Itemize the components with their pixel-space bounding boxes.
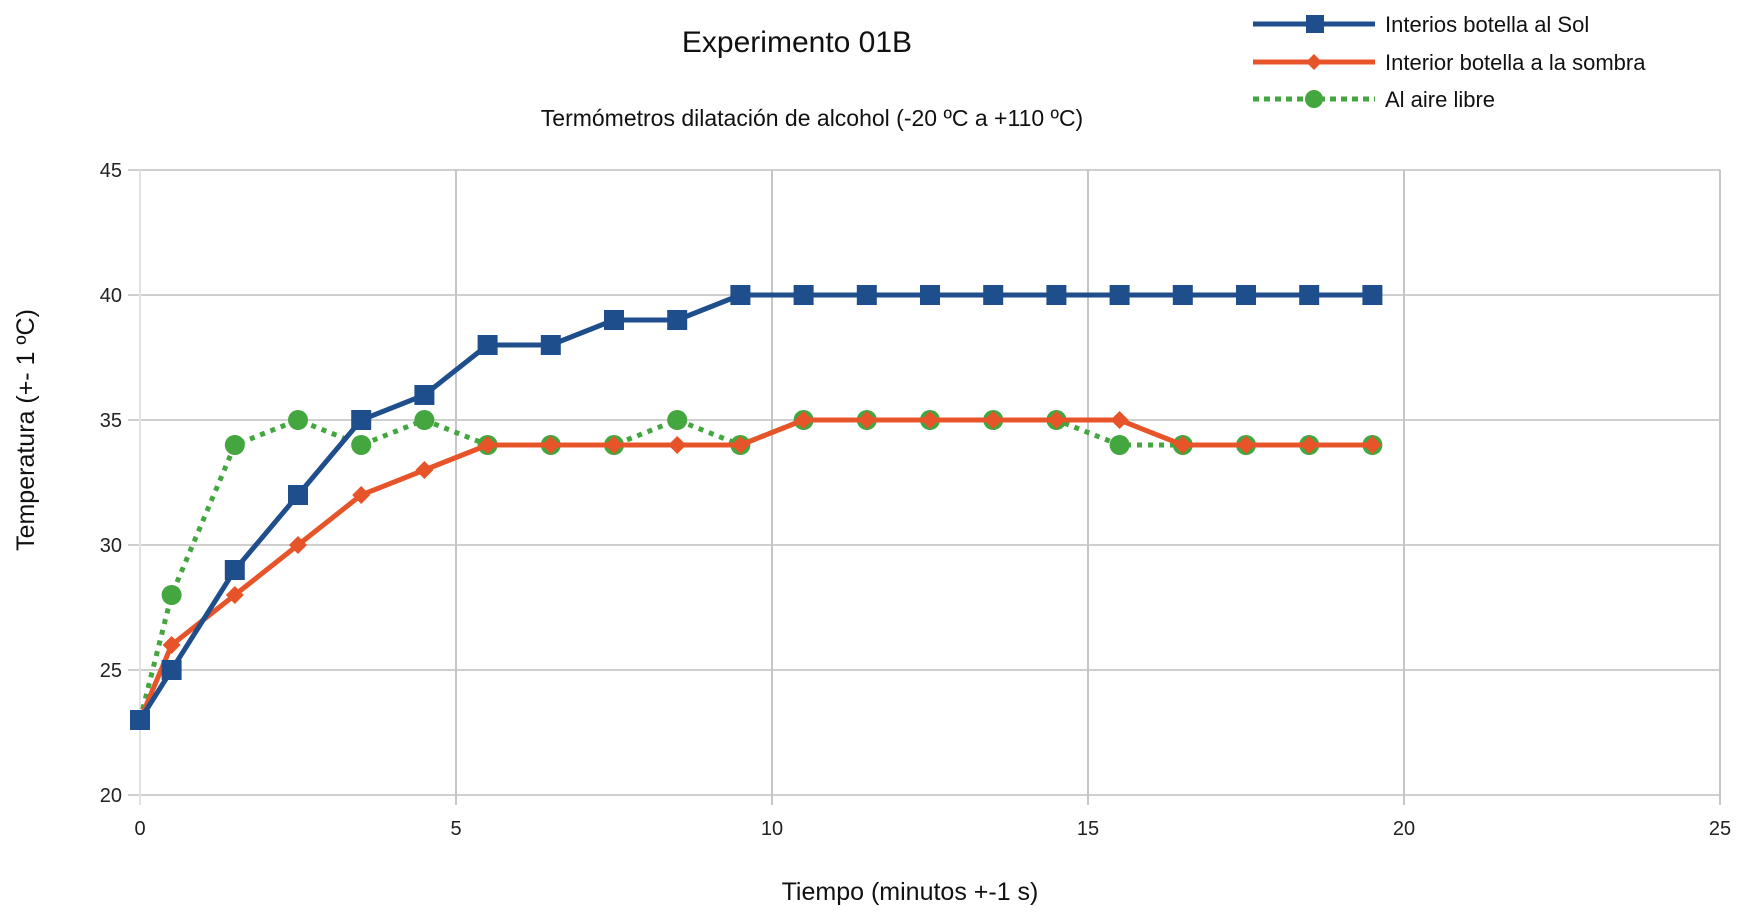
data-point xyxy=(667,310,688,330)
data-point xyxy=(1110,411,1129,429)
chart-subtitle: Termómetros dilatación de alcohol (-20 º… xyxy=(541,105,1083,131)
y-tick-label: 30 xyxy=(100,535,122,557)
data-point xyxy=(224,560,245,580)
data-point xyxy=(414,385,435,405)
data-point xyxy=(1172,285,1193,305)
data-point xyxy=(352,486,371,504)
data-point xyxy=(1237,436,1255,454)
data-point xyxy=(983,285,1004,305)
data-point xyxy=(1173,436,1192,454)
data-point xyxy=(540,335,561,355)
data-point xyxy=(668,436,687,454)
chart-title: Experimento 01B xyxy=(682,26,912,59)
y-axis-ticks: 20 25 30 35 40 45 xyxy=(100,160,122,807)
legend-circle-marker-icon xyxy=(1305,90,1323,108)
data-point xyxy=(478,436,497,454)
data-point xyxy=(415,461,434,479)
legend-diamond-marker-icon xyxy=(1306,54,1322,70)
data-point xyxy=(1047,411,1066,429)
data-point xyxy=(351,435,372,455)
data-point xyxy=(289,536,307,554)
data-point xyxy=(793,285,814,305)
y-tick-label: 25 xyxy=(100,660,122,682)
legend-square-marker-icon xyxy=(1306,15,1324,33)
grid xyxy=(128,169,1721,805)
legend-label: Interior botella a la sombra xyxy=(1385,50,1646,75)
data-point xyxy=(288,410,308,430)
y-tick-label: 40 xyxy=(100,285,122,307)
data-point xyxy=(605,436,623,454)
data-point xyxy=(1109,435,1130,455)
legend: Interios botella al Sol Interior botella… xyxy=(1253,12,1646,112)
data-point xyxy=(731,436,750,454)
data-point xyxy=(477,335,498,355)
data-point xyxy=(857,411,876,429)
x-tick-label: 0 xyxy=(134,818,145,840)
series-1 xyxy=(130,285,1383,730)
data-point xyxy=(921,411,939,429)
x-tick-label: 5 xyxy=(450,818,461,840)
series-group xyxy=(130,285,1383,730)
data-point xyxy=(162,636,181,654)
data-point xyxy=(1299,285,1320,305)
data-point xyxy=(351,410,372,430)
legend-label: Al aire libre xyxy=(1385,87,1495,112)
data-point xyxy=(920,285,940,305)
data-point xyxy=(161,660,182,680)
x-tick-label: 10 xyxy=(761,818,783,840)
data-point xyxy=(604,310,624,330)
data-point xyxy=(667,410,688,430)
data-point xyxy=(1109,285,1130,305)
data-point xyxy=(414,410,435,430)
data-point xyxy=(1362,285,1383,305)
data-point xyxy=(1236,285,1256,305)
data-point xyxy=(1300,436,1319,454)
data-point xyxy=(1363,436,1382,454)
data-point xyxy=(288,485,308,505)
y-axis-label: Temperatura (+- 1 ºC) xyxy=(12,309,40,551)
series-2 xyxy=(131,411,1382,729)
data-point xyxy=(984,411,1003,429)
legend-item-aire-libre[interactable]: Al aire libre xyxy=(1253,87,1495,112)
data-point xyxy=(730,285,751,305)
y-tick-label: 20 xyxy=(100,785,122,807)
y-tick-label: 45 xyxy=(100,160,122,182)
data-point xyxy=(856,285,877,305)
series-line xyxy=(137,292,1373,722)
series-3 xyxy=(130,410,1383,730)
data-point xyxy=(161,585,182,605)
data-point xyxy=(794,411,813,429)
data-point xyxy=(225,586,244,604)
data-point xyxy=(1046,285,1067,305)
data-point xyxy=(224,435,245,455)
data-point xyxy=(541,436,560,454)
y-tick-label: 35 xyxy=(100,410,122,432)
x-tick-label: 15 xyxy=(1077,818,1099,840)
legend-label: Interios botella al Sol xyxy=(1385,12,1589,37)
legend-item-sombra[interactable]: Interior botella a la sombra xyxy=(1253,50,1646,75)
legend-item-sol[interactable]: Interios botella al Sol xyxy=(1253,12,1589,37)
x-axis-ticks: 0 5 10 15 20 25 xyxy=(134,818,1731,840)
x-tick-label: 20 xyxy=(1393,818,1415,840)
x-tick-label: 25 xyxy=(1709,818,1731,840)
x-axis-label: Tiempo (minutos +-1 s) xyxy=(782,878,1039,906)
data-point xyxy=(130,710,150,730)
